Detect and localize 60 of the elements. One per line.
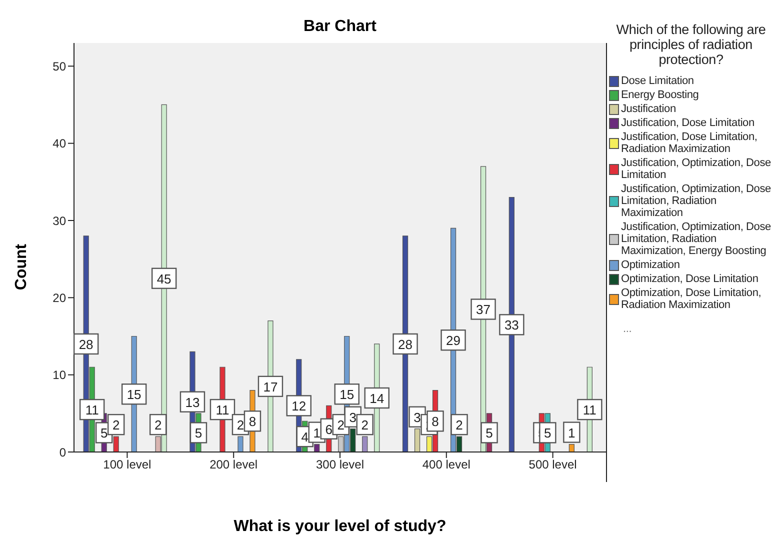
x-tick-label: 300 level [316, 458, 364, 472]
chart-title: Bar Chart [302, 18, 378, 36]
x-tick-label: 500 level [528, 458, 577, 472]
data-label: 8 [248, 414, 256, 430]
x-tick-label: 200 level [210, 458, 258, 472]
legend-title: Which of the following are principles of radiation protection? [615, 22, 767, 67]
data-label: 45 [156, 271, 172, 286]
data-label: 5 [194, 426, 202, 441]
legend-label: Optimization [621, 259, 680, 271]
data-label: 1 [568, 425, 576, 440]
data-label: 2 [236, 418, 244, 433]
y-tick-label: 0 [59, 445, 66, 460]
x-axis-title: What is your level of study? [232, 518, 448, 536]
data-label: 13 [185, 394, 200, 410]
data-label: 11 [216, 402, 230, 418]
data-label: 15 [126, 387, 142, 402]
legend-label: Justification, Optimization, Dose Limitation, Radiation Maximization, Energy Boosting [621, 221, 772, 257]
data-label: 28 [78, 336, 94, 352]
data-label: 28 [398, 336, 413, 352]
y-tick-label: 30 [52, 214, 66, 228]
data-label: 29 [446, 333, 461, 348]
data-label: 5 [100, 426, 108, 441]
data-label: 14 [370, 390, 384, 406]
y-axis-title: Count [13, 242, 31, 292]
data-label: 1 [313, 425, 320, 440]
text: ... [623, 323, 633, 335]
data-label: 2 [361, 418, 368, 433]
y-tick-label: 10 [52, 368, 66, 382]
data-label: 8 [432, 414, 439, 430]
legend-label: Dose Limitation [621, 75, 694, 87]
data-label: 2 [112, 418, 120, 433]
data-label: 11 [582, 402, 596, 418]
data-label: 6 [325, 422, 332, 437]
data-label: 3 [349, 410, 356, 425]
legend-label: Optimization, Dose Limitation, Radiation Maximization [621, 287, 762, 311]
y-tick-label: 20 [52, 290, 66, 305]
legend-label: Justification, Optimization, Dose Limitation, Radiation Maximization [621, 183, 772, 219]
data-label: 2 [337, 418, 344, 433]
data-label: 4 [301, 430, 308, 445]
legend-label: Justification, Dose Limitation [621, 117, 754, 129]
legend-label: Optimization, Dose Limitation [621, 273, 758, 285]
data-label: 3 [414, 410, 421, 425]
x-tick-label: 400 level [422, 458, 470, 472]
data-label: 17 [263, 379, 278, 394]
data-label: 5 [486, 426, 493, 441]
data-label: 12 [292, 398, 306, 414]
legend-label: Justification [621, 103, 676, 115]
x-tick-label: 100 level [103, 458, 152, 472]
data-label: 2 [456, 418, 463, 433]
data-label: 33 [504, 318, 519, 333]
legend-label: Energy Boosting [621, 89, 699, 101]
data-label: 5 [544, 426, 552, 441]
legend-label: Justification, Dose Limitation, Radiation Maximization [621, 131, 758, 155]
y-tick-label: 50 [52, 59, 66, 74]
data-label: 2 [154, 418, 162, 433]
legend-label: Justification, Optimization, Dose Limitation [621, 157, 772, 181]
data-label: 15 [340, 387, 354, 402]
data-label: 11 [85, 402, 99, 418]
y-tick-label: 40 [52, 136, 66, 151]
data-label: 37 [476, 302, 491, 318]
